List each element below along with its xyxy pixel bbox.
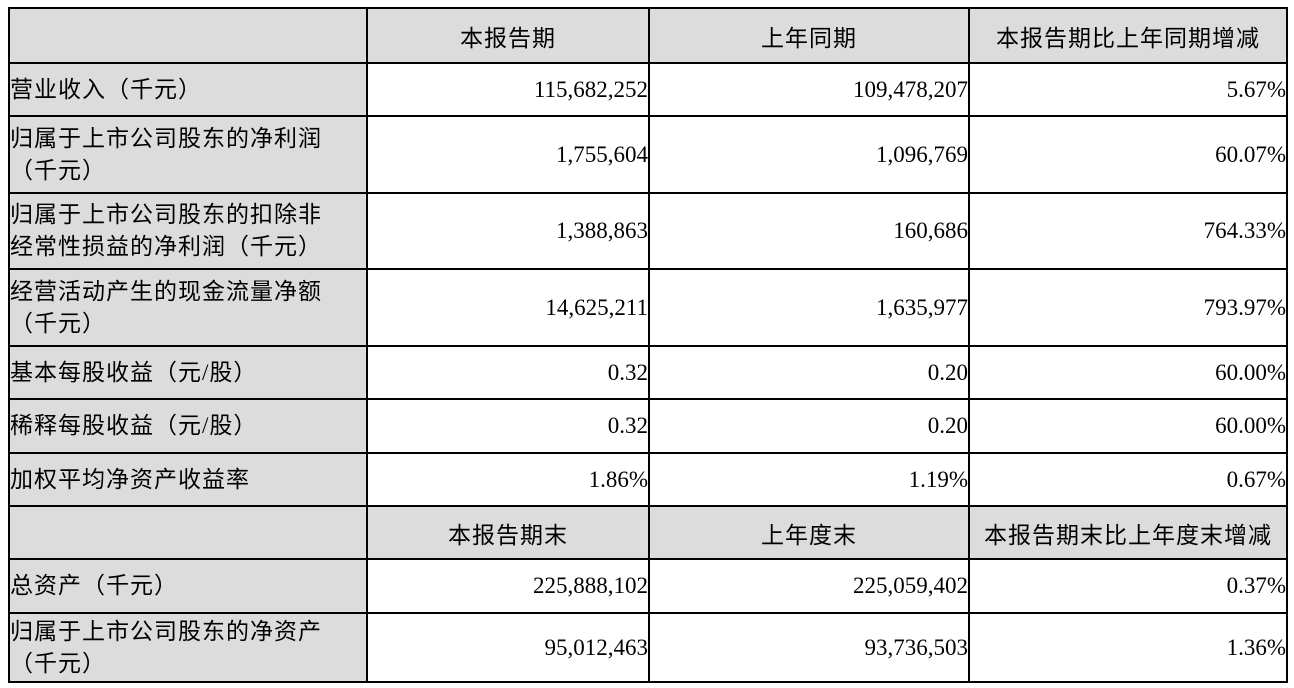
table-row-net-profit-excl-nonrecurring: 归属于上市公司股东的扣除非 经常性损益的净利润（千元） 1,388,863 16…: [8, 192, 1288, 270]
header-prior-year-end: 上年度末: [648, 505, 970, 560]
header-current-period-end: 本报告期末: [366, 505, 650, 560]
value-current: 225,888,102: [366, 558, 650, 614]
header-current-period: 本报告期: [366, 7, 650, 64]
row-label: 加权平均净资产收益率: [8, 452, 368, 507]
value-prior: 0.20: [648, 345, 970, 400]
value-current: 0.32: [366, 345, 650, 400]
value-change: 60.07%: [968, 115, 1288, 194]
value-change: 1.36%: [968, 612, 1288, 683]
table-row-basic-eps: 基本每股收益（元/股） 0.32 0.20 60.00%: [8, 345, 1288, 400]
value-current: 14,625,211: [366, 268, 650, 347]
table-row-weighted-avg-roe: 加权平均净资产收益率 1.86% 1.19% 0.67%: [8, 452, 1288, 507]
value-prior: 1,635,977: [648, 268, 970, 347]
row-label: 归属于上市公司股东的净资产 （千元）: [8, 612, 368, 683]
value-current: 115,682,252: [366, 62, 650, 117]
value-change: 793.97%: [968, 268, 1288, 347]
table-row-operating-cash-flow: 经营活动产生的现金流量净额 （千元） 14,625,211 1,635,977 …: [8, 268, 1288, 347]
value-change: 60.00%: [968, 398, 1288, 454]
value-current: 1.86%: [366, 452, 650, 507]
value-current: 95,012,463: [366, 612, 650, 683]
row-label: 稀释每股收益（元/股）: [8, 398, 368, 454]
row-label: 营业收入（千元）: [8, 62, 368, 117]
table-row-diluted-eps: 稀释每股收益（元/股） 0.32 0.20 60.00%: [8, 398, 1288, 454]
financial-summary-table: 本报告期 上年同期 本报告期比上年同期增减 营业收入（千元） 115,682,2…: [8, 7, 1288, 683]
row-label: 总资产（千元）: [8, 558, 368, 614]
header-period-end-change: 本报告期末比上年度末增减: [968, 505, 1288, 560]
table-header-row-period-end: 本报告期末 上年度末 本报告期末比上年度末增减: [8, 505, 1288, 560]
header-empty-cell: [8, 7, 368, 64]
row-label: 经营活动产生的现金流量净额 （千元）: [8, 268, 368, 347]
table-row-total-assets: 总资产（千元） 225,888,102 225,059,402 0.37%: [8, 558, 1288, 614]
value-prior: 1,096,769: [648, 115, 970, 194]
header-period-change: 本报告期比上年同期增减: [968, 7, 1288, 64]
value-prior: 93,736,503: [648, 612, 970, 683]
header-prior-period: 上年同期: [648, 7, 970, 64]
value-prior: 160,686: [648, 192, 970, 270]
table-header-row-period: 本报告期 上年同期 本报告期比上年同期增减: [8, 7, 1288, 64]
value-prior: 1.19%: [648, 452, 970, 507]
value-change: 0.37%: [968, 558, 1288, 614]
value-current: 1,388,863: [366, 192, 650, 270]
row-label: 归属于上市公司股东的净利润 （千元）: [8, 115, 368, 194]
value-prior: 0.20: [648, 398, 970, 454]
value-change: 5.67%: [968, 62, 1288, 117]
value-current: 0.32: [366, 398, 650, 454]
table-row-net-assets: 归属于上市公司股东的净资产 （千元） 95,012,463 93,736,503…: [8, 612, 1288, 683]
value-change: 60.00%: [968, 345, 1288, 400]
value-current: 1,755,604: [366, 115, 650, 194]
row-label: 归属于上市公司股东的扣除非 经常性损益的净利润（千元）: [8, 192, 368, 270]
value-change: 764.33%: [968, 192, 1288, 270]
value-prior: 225,059,402: [648, 558, 970, 614]
value-change: 0.67%: [968, 452, 1288, 507]
table-row-net-profit: 归属于上市公司股东的净利润 （千元） 1,755,604 1,096,769 6…: [8, 115, 1288, 194]
table-row-operating-revenue: 营业收入（千元） 115,682,252 109,478,207 5.67%: [8, 62, 1288, 117]
header-empty-cell: [8, 505, 368, 560]
value-prior: 109,478,207: [648, 62, 970, 117]
row-label: 基本每股收益（元/股）: [8, 345, 368, 400]
